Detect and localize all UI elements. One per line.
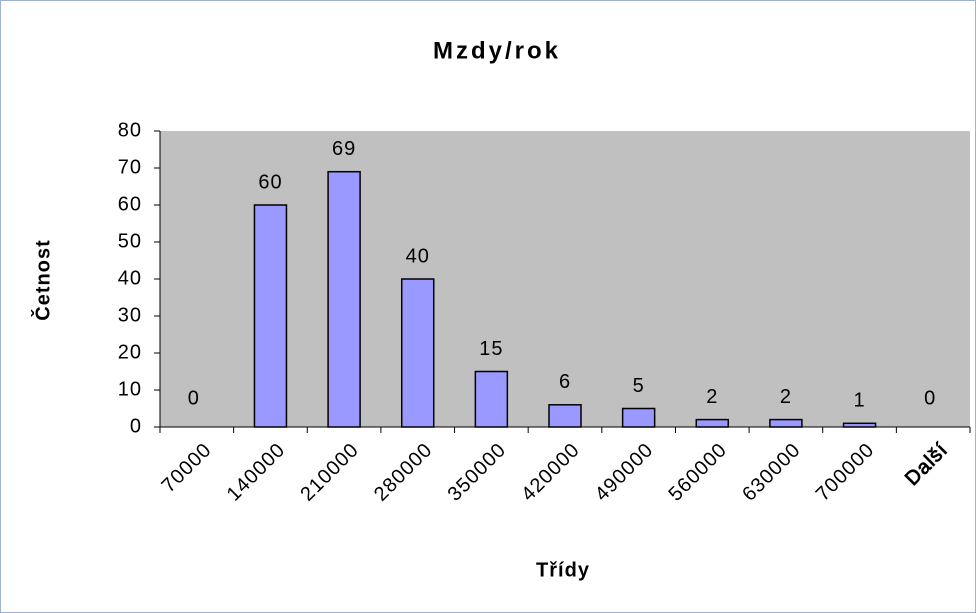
bar: [695, 418, 730, 428]
bar: [548, 404, 582, 428]
data-label: 5: [633, 375, 645, 397]
y-tick-label: 80: [118, 119, 142, 141]
data-label: 2: [706, 386, 718, 408]
y-tick-label: 10: [118, 378, 142, 400]
data-label: 1: [853, 390, 865, 412]
y-tick-label: 70: [118, 156, 142, 178]
data-label: 6: [559, 371, 571, 393]
data-label: 60: [258, 171, 282, 193]
bar: [400, 278, 435, 428]
data-label: 40: [406, 245, 430, 267]
bar: [327, 170, 361, 428]
bar: [842, 422, 877, 428]
y-tick-label: 0: [130, 415, 142, 437]
bar: [621, 407, 656, 428]
y-tick-label: 40: [118, 267, 142, 289]
data-label: 2: [780, 386, 792, 408]
data-label: 0: [924, 387, 936, 409]
bar: [253, 204, 288, 428]
x-axis-title: Třídy: [536, 559, 590, 581]
data-label: 0: [188, 387, 200, 409]
data-label: 15: [479, 338, 503, 360]
bar: [769, 418, 803, 428]
y-tick-label: 60: [118, 193, 142, 215]
y-tick-label: 30: [118, 304, 142, 326]
y-axis-title: Četnost: [30, 239, 54, 320]
bar: [474, 370, 509, 428]
data-label: 69: [332, 138, 356, 160]
y-tick-label: 20: [118, 341, 142, 363]
y-tick-label: 50: [118, 230, 142, 252]
plot-area: [160, 131, 970, 427]
chart-title: Mzdy/rok: [433, 37, 561, 64]
